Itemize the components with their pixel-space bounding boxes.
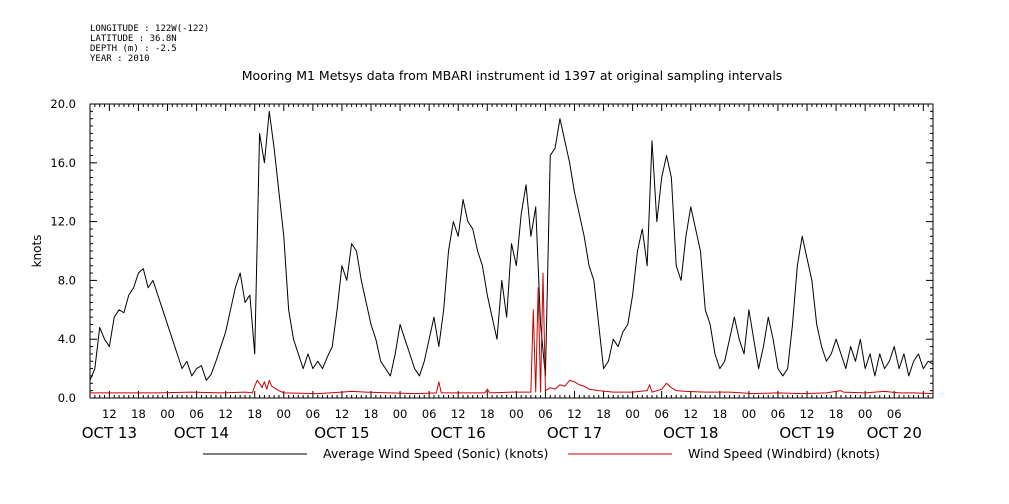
series-line-windbird [90, 272, 934, 395]
x-tick-label: 00 [160, 407, 175, 421]
x-tick-label: 06 [422, 407, 437, 421]
x-day-label: OCT 17 [547, 424, 602, 442]
x-tick-label: 12 [218, 407, 233, 421]
x-tick-label: 12 [102, 407, 117, 421]
x-day-label: OCT 19 [779, 424, 834, 442]
x-tick-label: 18 [480, 407, 495, 421]
series-line-sonic [89, 110, 934, 381]
x-tick-label: 00 [276, 407, 291, 421]
x-tick-label: 00 [858, 407, 873, 421]
metadata-block: LONGITUDE : 122W(-122) LATITUDE : 36.8N … [90, 24, 209, 64]
y-tick-label: 8.0 [58, 273, 76, 287]
x-axis: 12 18 00 06 12 18 00 06 12 18 00 06 12 18 00 06 12 18 00 06… [82, 104, 934, 442]
x-tick-label: 06 [189, 407, 204, 421]
x-day-label: OCT 20 [867, 424, 922, 442]
x-tick-label: 06 [887, 407, 902, 421]
x-tick-label: 12 [567, 407, 582, 421]
x-tick-label: 00 [393, 407, 408, 421]
x-day-label: OCT 18 [663, 424, 718, 442]
x-day-label: OCT 15 [314, 424, 369, 442]
y-tick-label: 0.0 [58, 391, 76, 405]
x-tick-label: 00 [509, 407, 524, 421]
x-tick-label: 18 [364, 407, 379, 421]
y-axis-label: knots [30, 235, 44, 268]
x-tick-label: 00 [742, 407, 757, 421]
x-day-label: OCT 16 [431, 424, 486, 442]
x-day-label: OCT 14 [174, 424, 229, 442]
x-tick-label: 06 [306, 407, 321, 421]
x-tick-label: 18 [713, 407, 728, 421]
x-tick-label: 00 [625, 407, 640, 421]
x-day-label: OCT 13 [82, 424, 137, 442]
y-tick-label: 16.0 [50, 156, 76, 170]
x-tick-label: 12 [800, 407, 815, 421]
x-tick-label: 06 [771, 407, 786, 421]
legend: Average Wind Speed (Sonic) (knots) Wind … [203, 446, 880, 461]
y-tick-label: 20.0 [50, 97, 76, 111]
x-tick-label: 12 [335, 407, 350, 421]
metadata-latitude: LATITUDE : 36.8N [90, 34, 177, 44]
metadata-year: YEAR : 2010 [90, 54, 150, 64]
x-tick-label: 18 [596, 407, 611, 421]
chart-title: Mooring M1 Metsys data from MBARI instru… [242, 68, 783, 83]
x-tick-label: 18 [247, 407, 262, 421]
x-tick-label: 18 [131, 407, 146, 421]
legend-label-windbird: Wind Speed (Windbird) (knots) [688, 446, 880, 461]
y-tick-label: 12.0 [50, 215, 76, 229]
metadata-longitude: LONGITUDE : 122W(-122) [90, 24, 209, 34]
x-tick-label: 06 [538, 407, 553, 421]
series-layer [89, 110, 934, 395]
metadata-depth: DEPTH (m) : -2.5 [90, 44, 177, 54]
x-tick-label: 12 [451, 407, 466, 421]
y-axis: 0.0 4.0 8.0 12.0 16.0 20.0 [50, 97, 933, 405]
y-tick-label: 4.0 [58, 332, 76, 346]
x-tick-label: 06 [654, 407, 669, 421]
x-tick-label: 18 [829, 407, 844, 421]
legend-label-sonic: Average Wind Speed (Sonic) (knots) [323, 446, 548, 461]
x-tick-label: 12 [683, 407, 698, 421]
